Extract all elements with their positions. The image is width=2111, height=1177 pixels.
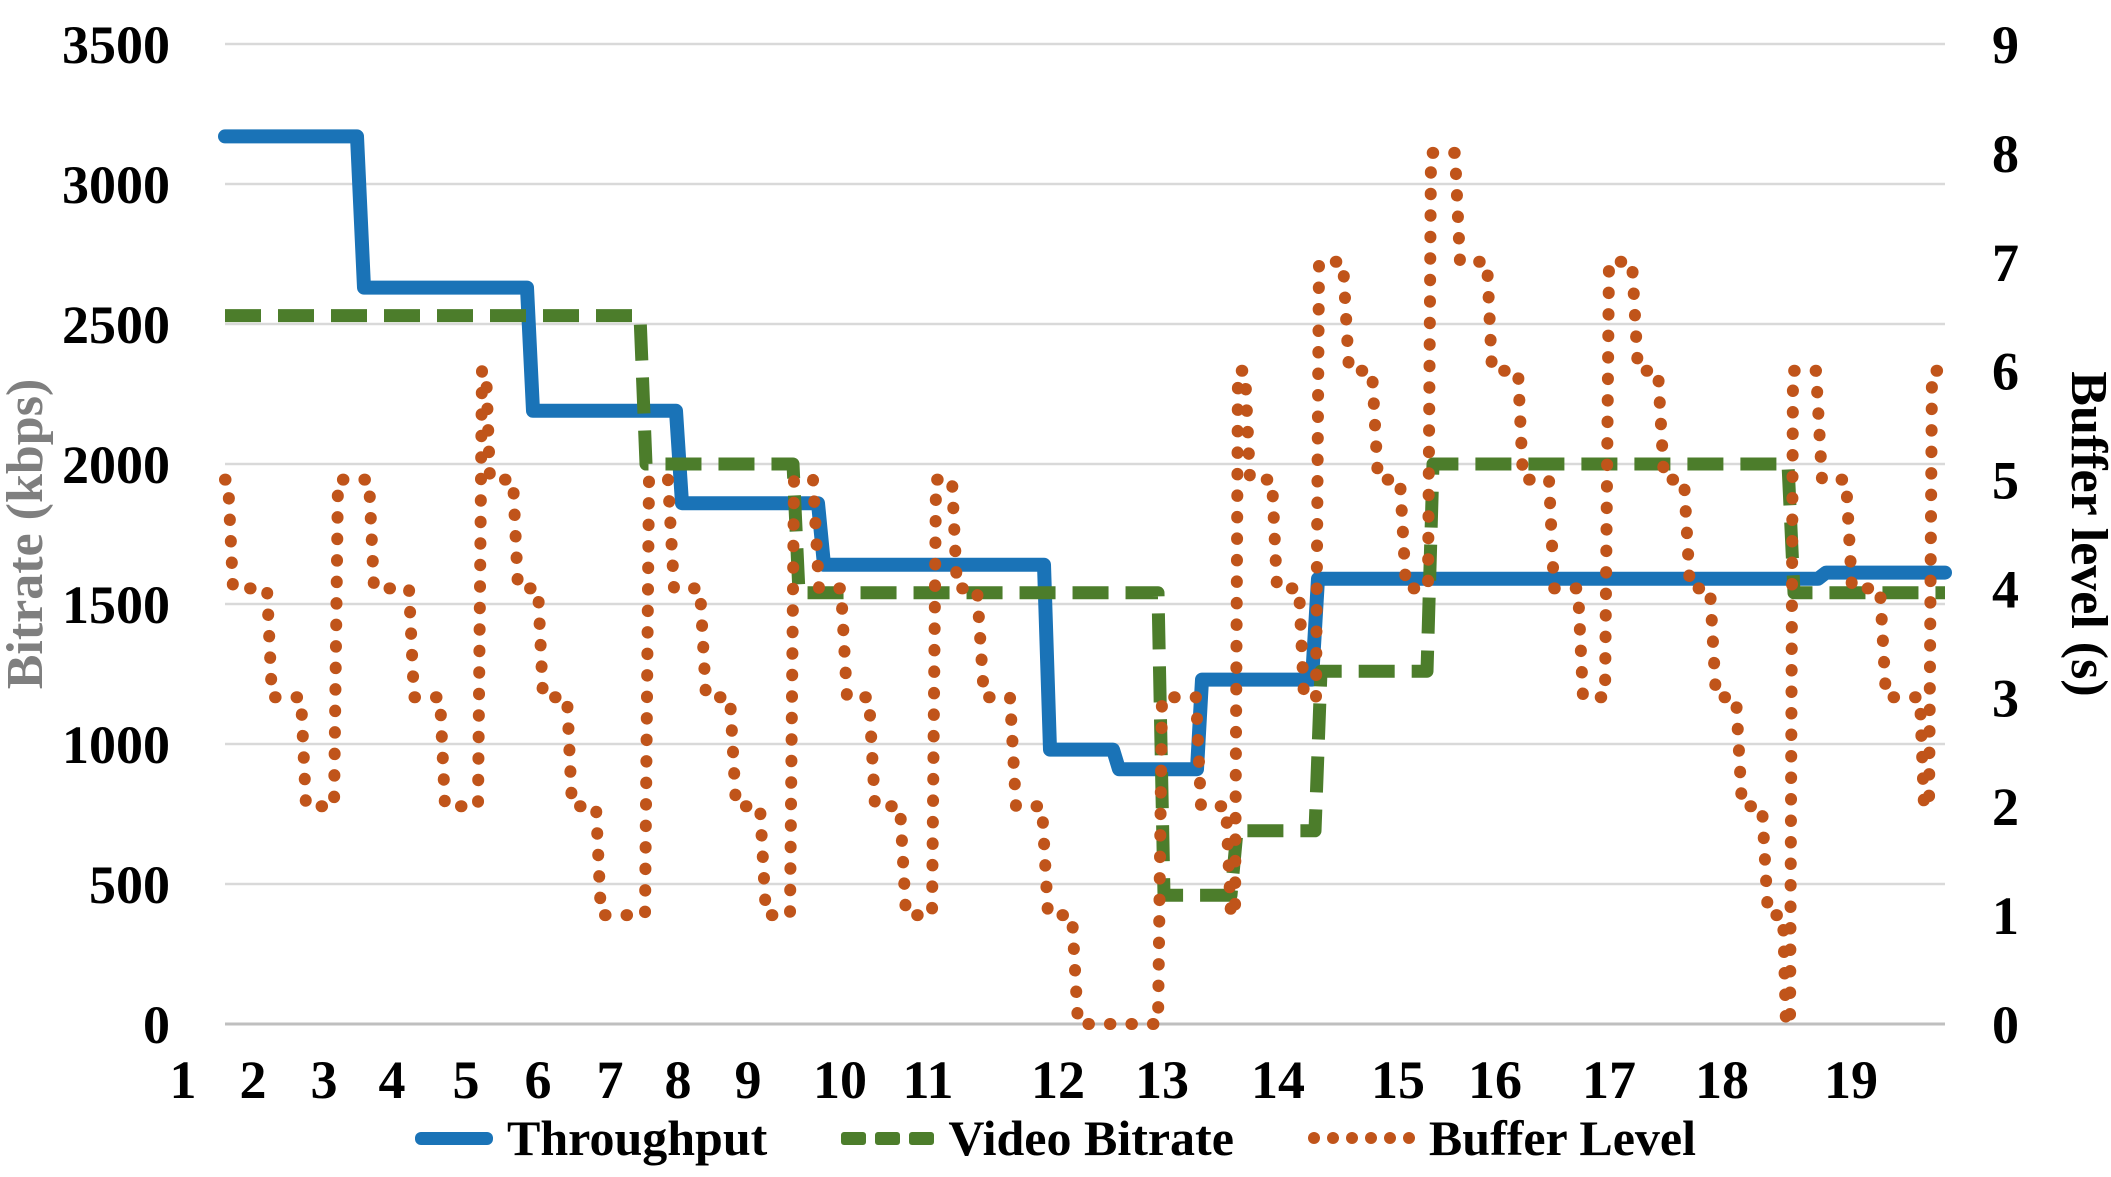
legend-label-throughput: Throughput [507, 1110, 768, 1166]
left-axis-tick-label: 1500 [62, 575, 170, 635]
legend-item-throughput: Throughput [415, 1113, 767, 1163]
video-bitrate-dash-swatch-icon [841, 1131, 935, 1145]
legend-label-video-bitrate: Video Bitrate [948, 1110, 1234, 1166]
x-axis-tick-label: 5 [453, 1050, 480, 1110]
right-axis-tick-label: 3 [1992, 668, 2019, 728]
right-axis-tick-label: 1 [1992, 886, 2019, 946]
left-axis-tick-label: 3000 [62, 155, 170, 215]
throughput-line [218, 129, 1952, 777]
x-axis-tick-label: 19 [1824, 1050, 1878, 1110]
x-axis-tick-label: 18 [1695, 1050, 1749, 1110]
legend-label-buffer-level: Buffer Level [1428, 1110, 1696, 1166]
chart-legend: Throughput Video Bitrate Buffer Level [0, 1106, 2111, 1170]
legend-item-buffer-level: Buffer Level [1307, 1110, 1696, 1166]
x-axis-tick-label: 14 [1251, 1050, 1305, 1110]
x-axis-tick-label: 10 [813, 1050, 867, 1110]
left-axis-tick-label: 2000 [62, 435, 170, 495]
x-axis-tick-label: 8 [665, 1050, 692, 1110]
buffer-level-dot-swatch-icon [1307, 1132, 1415, 1144]
x-axis-tick-label: 17 [1582, 1050, 1636, 1110]
left-axis-tick-label: 2500 [62, 295, 170, 355]
right-axis-tick-label: 2 [1992, 777, 2019, 837]
x-axis-tick-label: 7 [597, 1050, 624, 1110]
right-axis-tick-label: 6 [1992, 342, 2019, 402]
x-axis-tick-label: 16 [1468, 1050, 1522, 1110]
left-axis-tick-label: 3500 [62, 15, 170, 75]
right-axis-title: Buffer level (s) [2060, 371, 2111, 696]
x-axis-tick-label: 13 [1135, 1050, 1189, 1110]
right-axis-tick-label: 8 [1992, 124, 2019, 184]
left-axis-title: Bitrate (kbps) [0, 379, 54, 690]
x-axis-tick-label: 15 [1371, 1050, 1425, 1110]
right-axis-tick-label: 5 [1992, 451, 2019, 511]
right-axis-tick-label: 9 [1992, 15, 2019, 75]
x-axis-tick-label: 12 [1031, 1050, 1085, 1110]
left-axis-tick-label: 1000 [62, 715, 170, 775]
x-axis-tick-label: 1 [170, 1050, 197, 1110]
buffer-level-line [219, 146, 1951, 1030]
x-axis-tick-label: 9 [735, 1050, 762, 1110]
left-axis-tick-label: 500 [89, 855, 170, 915]
x-axis-tick-label: 11 [902, 1050, 953, 1110]
legend-item-video-bitrate: Video Bitrate [841, 1113, 1234, 1163]
right-axis-tick-label: 7 [1992, 233, 2019, 293]
x-axis-tick-label: 4 [379, 1050, 406, 1110]
right-axis-tick-label: 4 [1992, 559, 2019, 619]
right-axis-tick-label: 0 [1992, 995, 2019, 1055]
x-axis-tick-label: 2 [240, 1050, 267, 1110]
x-axis-tick-label: 3 [311, 1050, 338, 1110]
x-axis-tick-label: 6 [525, 1050, 552, 1110]
left-axis-tick-label: 0 [143, 995, 170, 1055]
throughput-line-swatch-icon [415, 1131, 493, 1145]
